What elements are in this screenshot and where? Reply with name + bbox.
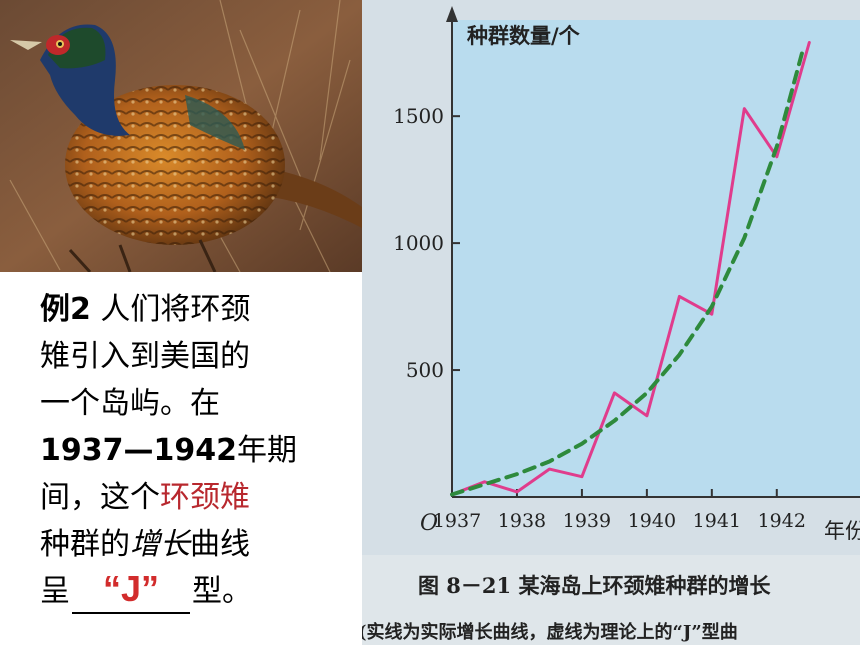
pheasant-photo xyxy=(0,0,366,272)
y-tick-label: 1000 xyxy=(393,231,444,255)
problem-line-7: 呈 “J” 型。 xyxy=(40,568,340,615)
origin-label: O xyxy=(420,511,438,536)
problem-line-2: 雉引入到美国的 xyxy=(40,339,250,374)
problem-text: 例2 人们将环颈 雉引入到美国的 一个岛屿。在 1937—1942年期 间，这个… xyxy=(40,286,340,615)
y-axis-label: 种群数量/个 xyxy=(466,23,581,48)
theoretical-growth-line xyxy=(450,48,805,497)
problem-text-segment: 年期 xyxy=(237,433,297,468)
x-tick-label: 1940 xyxy=(628,510,676,532)
x-tick-label: 1942 xyxy=(758,510,806,532)
problem-line-5: 间，这个环颈雉 xyxy=(40,474,340,521)
y-axis-arrow xyxy=(446,6,458,22)
population-growth-figure: 500 1000 1500 1937 1938 1939 1940 1941 1942 种群数量… xyxy=(362,0,860,645)
problem-text-segment: 种群的 xyxy=(40,527,130,562)
example-label: 例2 xyxy=(40,292,91,327)
x-tick-label: 1937 xyxy=(433,510,481,532)
answer-blank: “J” xyxy=(72,569,190,614)
y-tick-label: 500 xyxy=(406,358,444,382)
actual-growth-line xyxy=(450,41,811,496)
figure-note: (实线为实际增长曲线，虚线为理论上的“J”型曲 xyxy=(362,621,738,643)
plot-background xyxy=(452,20,860,497)
highlighted-species-name: 环颈雉 xyxy=(160,480,250,515)
x-tick-label: 1941 xyxy=(693,510,741,532)
caption-area xyxy=(362,555,860,645)
figure-caption: 图 8－21 某海岛上环颈雉种群的增长 xyxy=(418,573,771,598)
problem-text-segment: 曲线 xyxy=(190,527,250,562)
axes xyxy=(446,6,860,498)
problem-text-segment: 人们将环颈 xyxy=(90,292,251,327)
x-tick-label: 1939 xyxy=(563,510,611,532)
problem-line-4: 1937—1942年期 xyxy=(40,427,340,474)
year-range: 1937—1942 xyxy=(40,433,237,468)
data-lines xyxy=(450,41,811,497)
growth-chart: 500 1000 1500 1937 1938 1939 1940 1941 1942 种群数量… xyxy=(362,0,860,645)
problem-line-6: 种群的增长曲线 xyxy=(40,521,340,568)
problem-line-3: 一个岛屿。在 xyxy=(40,386,220,421)
problem-text-segment: 型。 xyxy=(192,574,252,609)
y-tick-label: 1500 xyxy=(393,104,444,128)
problem-text-segment: 呈 xyxy=(40,574,70,609)
problem-line-1: 例2 人们将环颈 xyxy=(40,286,340,333)
italic-term: 增长 xyxy=(130,527,190,562)
problem-text-segment: 间，这个 xyxy=(40,480,160,515)
answer-text: “J” xyxy=(102,568,160,609)
x-tick-label: 1938 xyxy=(498,510,546,532)
tick-marks: 500 1000 1500 1937 1938 1939 1940 1941 1942 xyxy=(393,104,806,532)
x-axis-label: 年份 xyxy=(824,519,860,543)
